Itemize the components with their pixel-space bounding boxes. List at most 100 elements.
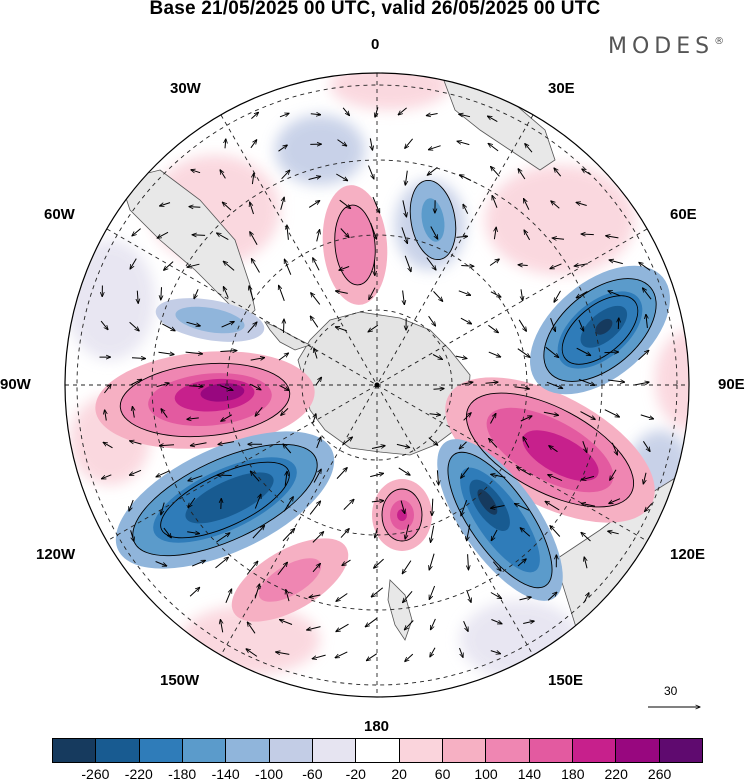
wind-arrow: [545, 501, 560, 511]
wind-arrow: [216, 533, 230, 543]
wind-arrow: [249, 383, 261, 390]
wind-arrow: [368, 324, 379, 332]
wind-arrow: [366, 653, 378, 661]
colorbar-tick-label: -20: [345, 766, 366, 782]
wind-arrow: [310, 114, 321, 115]
wind-arrow: [316, 230, 320, 242]
wind-arrow: [313, 258, 320, 271]
wind-arrow: [488, 351, 501, 357]
wind-arrow: [490, 291, 501, 297]
wind-arrow: [220, 385, 233, 391]
wind-arrow: [189, 207, 201, 208]
positive-anomaly-150w: [231, 538, 349, 622]
wind-arrow: [489, 259, 499, 266]
wind-arrow: [491, 474, 506, 478]
colorbar-swatch: [659, 739, 702, 762]
wind-arrow: [132, 406, 134, 418]
wind-arrow: [217, 233, 229, 241]
wind-arrow: [581, 234, 594, 235]
wind-arrow: [490, 592, 502, 599]
wind-arrow: [282, 529, 295, 542]
wind-arrow: [430, 647, 436, 657]
wind-arrow: [283, 497, 293, 512]
wind-arrow: [251, 259, 260, 273]
colorbar-swatch: [53, 739, 97, 762]
wind-arrow: [278, 353, 289, 361]
wind-arrow: [604, 352, 619, 353]
wind-arrow: [488, 143, 499, 152]
wind-arrow: [455, 356, 467, 358]
wind-arrow: [550, 263, 562, 269]
wind-arrow: [220, 620, 222, 633]
wind-arrow: [491, 619, 502, 624]
wind-arrow: [247, 322, 257, 334]
wind-arrow: [250, 471, 260, 482]
wind-arrow: [336, 468, 347, 479]
wind-arrow: [307, 626, 321, 630]
wind-arrow: [278, 145, 288, 152]
wind-arrow: [132, 228, 141, 236]
wind-arrow: [343, 499, 354, 510]
wind-arrow: [518, 319, 526, 332]
wind-arrow: [639, 262, 651, 271]
wind-arrow: [189, 386, 203, 387]
wind-arrow: [460, 317, 472, 324]
wind-arrow: [463, 204, 469, 214]
negative-anomaly-20e: [410, 180, 456, 260]
wind-arrow: [608, 380, 625, 382]
colorbar-swatch: [139, 739, 183, 762]
wind-arrow: [517, 467, 532, 476]
wind-arrow: [187, 532, 199, 534]
wind-arrow: [250, 358, 265, 361]
wind-arrow: [466, 589, 471, 602]
wind-arrow: [340, 228, 349, 238]
wind-arrow: [459, 441, 467, 449]
wind-arrow: [458, 290, 471, 296]
wind-arrow: [191, 170, 201, 173]
wind-arrow: [460, 175, 472, 181]
map-disc: [65, 73, 689, 697]
colorbar-tick-label: -260: [81, 766, 110, 782]
wind-arrow: [336, 623, 349, 631]
wind-arrow: [552, 238, 565, 239]
wind-arrow: [492, 561, 501, 571]
wind-arrow: [130, 530, 134, 541]
wind-arrow: [308, 176, 321, 180]
wind-arrow: [491, 505, 505, 509]
wind-arrow: [427, 167, 438, 175]
wind-arrow: [433, 291, 443, 301]
wind-arrow: [157, 231, 169, 238]
wind-arrow: [437, 470, 438, 485]
wind-arrow: [515, 504, 530, 511]
wind-arrow: [426, 257, 436, 270]
wind-arrow: [429, 553, 435, 570]
negative-anomaly-70w: [155, 298, 265, 342]
wind-arrow: [584, 557, 587, 569]
wind-arrow: [610, 469, 617, 481]
wind-arrow: [192, 560, 205, 567]
wind-arrow: [405, 653, 414, 661]
wind-arrow: [251, 112, 258, 119]
wind-arrow: [463, 413, 472, 421]
wind-arrow: [581, 503, 595, 507]
reference-vector-label: 30: [664, 684, 678, 698]
wind-arrow: [161, 287, 162, 300]
wind-arrow: [137, 290, 138, 304]
wind-arrow: [428, 315, 436, 326]
wind-arrow: [646, 314, 648, 328]
wind-arrow: [371, 446, 385, 449]
colorbar-tick-label: 140: [517, 766, 542, 782]
wind-arrow: [220, 170, 226, 179]
wind-arrow: [468, 554, 469, 570]
wind-arrow: [431, 618, 436, 630]
wind-arrow: [517, 348, 530, 358]
pole-marker: [374, 382, 380, 388]
wind-arrow: [309, 595, 321, 597]
positive-anomaly-10w: [322, 185, 388, 305]
colorbar-tick-label: -180: [168, 766, 197, 782]
new-zealand-land: [387, 579, 413, 641]
wind-arrow: [192, 235, 206, 236]
label-150e: 150E: [548, 672, 584, 689]
wind-arrow: [432, 354, 442, 360]
wind-arrow: [336, 593, 348, 602]
